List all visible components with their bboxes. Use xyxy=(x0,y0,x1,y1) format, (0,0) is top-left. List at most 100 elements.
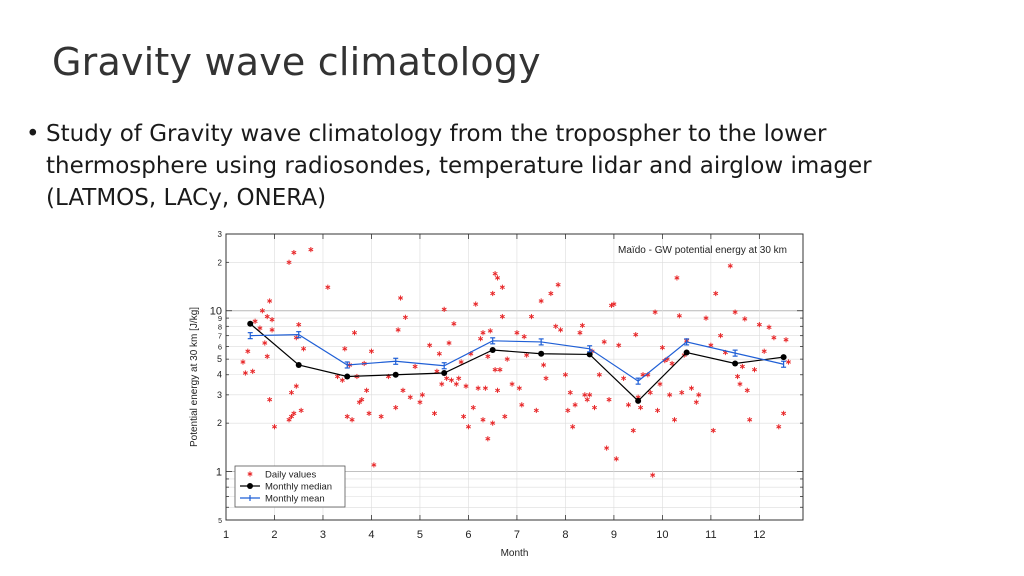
daily-point xyxy=(444,375,450,381)
daily-point-stroke xyxy=(441,307,447,312)
daily-point-stroke xyxy=(427,343,433,348)
median-point xyxy=(392,371,399,378)
daily-point-stroke xyxy=(351,330,358,335)
daily-point xyxy=(242,370,248,376)
daily-point xyxy=(240,359,246,365)
daily-point-stroke xyxy=(766,325,772,329)
daily-point xyxy=(356,399,362,405)
daily-point-stroke xyxy=(269,317,275,322)
daily-point xyxy=(262,340,268,346)
daily-point xyxy=(674,275,680,281)
daily-point xyxy=(427,342,433,348)
daily-point-stroke xyxy=(257,326,263,330)
daily-point xyxy=(577,330,583,336)
daily-point-stroke xyxy=(264,354,270,359)
daily-point-stroke xyxy=(538,299,544,303)
daily-point-stroke xyxy=(669,361,675,366)
daily-point xyxy=(504,356,510,362)
daily-point-stroke xyxy=(378,414,384,419)
daily-point-stroke xyxy=(676,314,682,318)
daily-point xyxy=(480,330,486,336)
daily-point-stroke xyxy=(431,411,438,416)
daily-point xyxy=(606,397,612,403)
daily-point-stroke xyxy=(444,376,450,381)
daily-point-stroke xyxy=(252,319,258,324)
daily-point xyxy=(475,385,481,391)
daily-point xyxy=(543,375,549,381)
daily-point xyxy=(451,321,457,327)
daily-point-stroke xyxy=(482,386,488,390)
daily-point xyxy=(604,445,610,451)
daily-point xyxy=(439,381,445,387)
daily-point xyxy=(519,402,525,408)
daily-point xyxy=(250,368,256,374)
daily-point-stroke xyxy=(528,314,534,319)
daily-point xyxy=(655,407,661,414)
daily-point-stroke xyxy=(519,403,525,407)
y-tick-label: 2 xyxy=(217,418,222,428)
daily-point-stroke xyxy=(368,349,374,353)
daily-point xyxy=(596,372,602,378)
daily-point xyxy=(611,301,617,307)
daily-point-stroke xyxy=(242,371,248,375)
daily-point xyxy=(402,314,408,320)
daily-point-stroke xyxy=(499,285,505,289)
daily-point-stroke xyxy=(783,338,789,342)
median-point xyxy=(635,397,642,404)
daily-point-stroke xyxy=(473,302,479,306)
daily-point-stroke xyxy=(752,367,758,372)
daily-point-stroke xyxy=(417,400,423,404)
daily-point-stroke xyxy=(713,291,719,296)
daily-point-stroke xyxy=(288,414,294,419)
mean-point xyxy=(441,362,447,370)
daily-point-stroke xyxy=(339,378,345,382)
daily-point xyxy=(541,362,547,368)
daily-point-stroke xyxy=(468,352,474,356)
daily-point-stroke xyxy=(516,386,522,390)
daily-point-stroke xyxy=(364,388,370,393)
daily-point-stroke xyxy=(647,390,653,395)
daily-point-stroke xyxy=(744,388,750,393)
daily-point-stroke xyxy=(582,393,588,397)
mean-point xyxy=(538,338,544,346)
daily-point xyxy=(562,372,568,378)
x-tick-label: 9 xyxy=(611,529,617,541)
daily-point-stroke xyxy=(492,367,498,372)
daily-point-stroke xyxy=(286,260,292,265)
legend-daily-icon xyxy=(247,471,253,477)
daily-point-stroke xyxy=(613,457,619,461)
daily-point-stroke xyxy=(737,382,743,386)
daily-point-stroke xyxy=(458,360,464,364)
daily-point-stroke xyxy=(490,291,496,296)
daily-point xyxy=(499,284,505,290)
daily-point-stroke xyxy=(667,393,673,397)
daily-point-stroke xyxy=(664,357,670,361)
median-point xyxy=(247,320,254,327)
daily-point-stroke xyxy=(495,276,501,280)
daily-point xyxy=(667,392,673,398)
daily-point-stroke xyxy=(262,341,268,345)
daily-point-stroke xyxy=(480,418,486,422)
daily-point-stroke xyxy=(271,425,277,429)
median-point xyxy=(780,354,787,361)
daily-point-stroke xyxy=(456,376,462,381)
daily-point-stroke xyxy=(533,408,539,413)
median-point xyxy=(538,350,545,357)
daily-point xyxy=(582,392,588,398)
daily-point xyxy=(259,308,265,314)
daily-point xyxy=(781,410,787,417)
daily-point xyxy=(473,301,479,307)
daily-point xyxy=(485,353,491,360)
daily-point-stroke xyxy=(708,343,714,348)
daily-point xyxy=(579,322,585,329)
daily-point xyxy=(465,424,471,430)
y-tick-label: 1 xyxy=(216,467,222,479)
daily-point-stroke xyxy=(487,329,493,333)
daily-point-stroke xyxy=(524,353,530,357)
daily-point xyxy=(490,290,496,297)
daily-point-stroke xyxy=(366,411,372,416)
y-tick-label: 9 xyxy=(218,314,222,323)
daily-point-stroke xyxy=(601,340,607,344)
daily-point xyxy=(567,389,573,396)
daily-point-stroke xyxy=(395,328,401,332)
